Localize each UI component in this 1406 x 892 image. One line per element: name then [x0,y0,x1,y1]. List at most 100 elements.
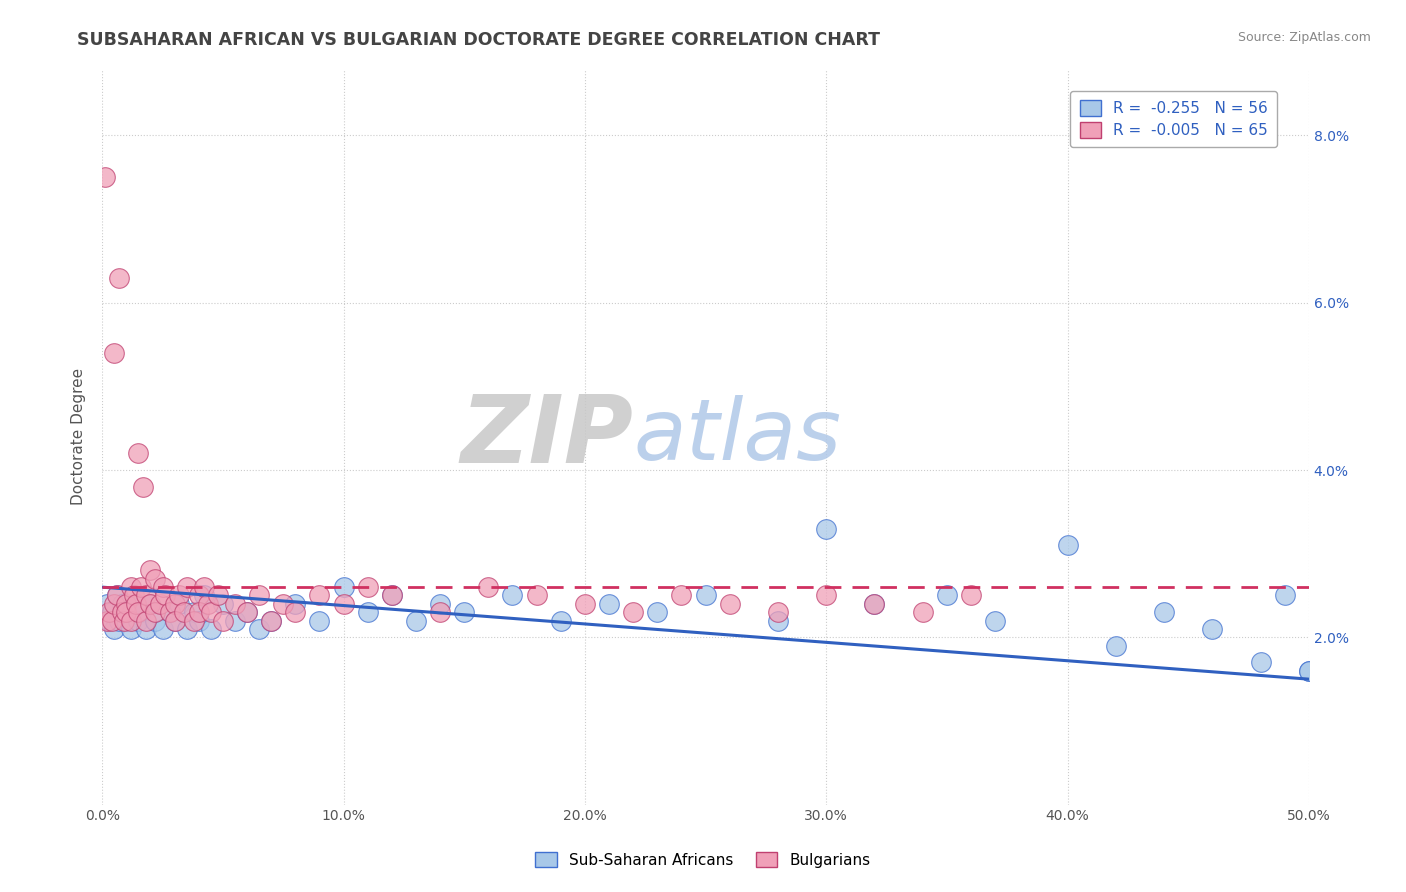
Point [1298,664,1320,678]
Point [381,589,404,603]
Point [153,589,176,603]
Point [477,580,499,594]
Point [96,614,118,628]
Point [115,597,138,611]
Point [1105,639,1128,653]
Point [224,614,246,628]
Point [176,622,198,636]
Point [143,605,166,619]
Point [127,614,149,628]
Point [112,605,135,619]
Point [405,614,427,628]
Point [152,622,174,636]
Point [183,614,205,628]
Point [139,597,162,611]
Point [766,605,789,619]
Point [143,572,166,586]
Point [193,580,215,594]
Point [212,614,235,628]
Point [501,589,523,603]
Point [163,614,186,628]
Point [183,605,205,619]
Point [152,580,174,594]
Point [187,589,209,603]
Point [695,589,717,603]
Point [863,597,886,611]
Point [863,597,886,611]
Point [1298,664,1320,678]
Point [103,597,125,611]
Point [163,597,186,611]
Point [139,597,162,611]
Point [236,605,259,619]
Text: SUBSAHARAN AFRICAN VS BULGARIAN DOCTORATE DEGREE CORRELATION CHART: SUBSAHARAN AFRICAN VS BULGARIAN DOCTORAT… [77,31,880,49]
Point [103,346,125,360]
Point [120,622,142,636]
Point [284,597,307,611]
Point [110,605,132,619]
Point [149,597,172,611]
Point [159,605,181,619]
Point [550,614,572,628]
Point [356,580,378,594]
Point [105,589,128,603]
Point [101,605,124,619]
Point [1056,538,1078,552]
Point [187,614,209,628]
Point [125,597,148,611]
Point [453,605,475,619]
Point [108,270,131,285]
Text: ZIP: ZIP [460,391,633,483]
Point [356,605,378,619]
Point [193,589,215,603]
Point [173,605,195,619]
Point [1274,589,1296,603]
Point [98,605,121,619]
Point [120,580,142,594]
Point [815,522,838,536]
Point [103,622,125,636]
Point [135,614,157,628]
Point [308,589,330,603]
Point [135,622,157,636]
Point [129,580,152,594]
Point [135,589,157,603]
Point [308,614,330,628]
Point [159,605,181,619]
Point [125,597,148,611]
Point [101,614,124,628]
Point [332,580,354,594]
Point [247,622,270,636]
Point [200,605,222,619]
Text: atlas: atlas [633,395,841,478]
Legend: Sub-Saharan Africans, Bulgarians: Sub-Saharan Africans, Bulgarians [527,844,879,875]
Point [815,589,838,603]
Point [1153,605,1175,619]
Point [718,597,741,611]
Point [766,614,789,628]
Point [200,622,222,636]
Point [598,597,620,611]
Point [169,589,191,603]
Point [260,614,283,628]
Point [112,614,135,628]
Point [621,605,644,619]
Point [96,597,118,611]
Point [120,614,142,628]
Legend: R =  -0.255   N = 56, R =  -0.005   N = 65: R = -0.255 N = 56, R = -0.005 N = 65 [1070,91,1277,147]
Point [284,605,307,619]
Point [236,605,259,619]
Text: Source: ZipAtlas.com: Source: ZipAtlas.com [1237,31,1371,45]
Point [271,597,294,611]
Point [260,614,283,628]
Point [169,597,191,611]
Point [139,563,162,577]
Point [132,480,155,494]
Point [163,614,186,628]
Point [960,589,983,603]
Point [247,589,270,603]
Point [143,614,166,628]
Point [129,605,152,619]
Point [645,605,668,619]
Point [122,589,145,603]
